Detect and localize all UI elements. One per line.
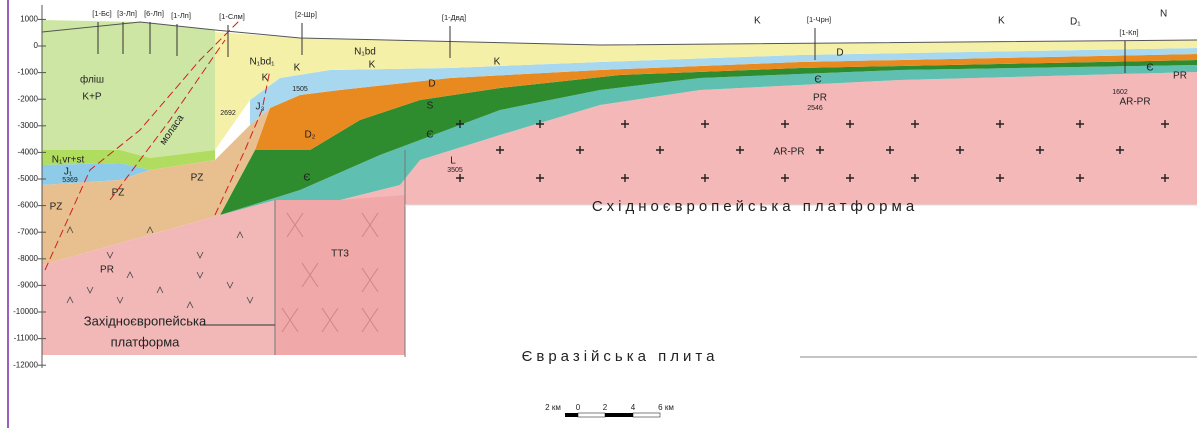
unit-label: D [836, 48, 843, 59]
well-label: [1-Двд] [442, 13, 466, 22]
unit-label: K+P [82, 92, 102, 103]
unit-label: D [428, 79, 435, 90]
well-label: [1-Слм] [219, 12, 245, 21]
depth-tick-label: -5000 [18, 174, 39, 183]
scale-label: 6 км [658, 403, 674, 412]
tt3-block [275, 195, 405, 355]
depth-tick-label: -3000 [18, 121, 39, 130]
depth-tick-label: -6000 [18, 201, 39, 210]
scale-segment [578, 413, 605, 417]
well-label: [6-Лп] [144, 9, 164, 18]
flysch [42, 20, 215, 158]
unit-label: K [494, 57, 501, 68]
surface-label: K [754, 16, 761, 27]
scale-label: 0 [576, 403, 581, 412]
unit-label: Є [814, 75, 821, 86]
unit-label: PZ [191, 173, 204, 184]
cross-section: 1000 0 -1000 -2000 -3000 -4000 -5000 -6000 -7000… [0, 0, 1201, 428]
well-label: [2-Шр] [295, 10, 317, 19]
scale-bar [565, 413, 660, 417]
unit-label: TT3 [331, 249, 349, 260]
well-label: [1-Лп] [171, 11, 191, 20]
scale-label: 4 [631, 403, 636, 412]
unit-label: J₃ [255, 102, 264, 113]
unit-label: AR-PR [1119, 97, 1150, 108]
unit-label: PZ [112, 188, 125, 199]
unit-label: Є [303, 173, 310, 184]
scale-label: 2 км [545, 403, 561, 412]
unit-label: PR [1173, 71, 1187, 82]
unit-label: 3505 [447, 167, 463, 174]
depth-tick-label: -9000 [18, 281, 39, 290]
unit-label: N₁bd [354, 47, 376, 58]
unit-label: фліш [80, 74, 104, 86]
unit-label: K [294, 63, 301, 74]
depth-tick-label: -8000 [18, 254, 39, 263]
unit-label: 1602 [1112, 89, 1128, 96]
depth-tick-label: -7000 [18, 227, 39, 236]
depth-tick-label: -4000 [18, 148, 39, 157]
unit-label: N₁vr+st [52, 155, 85, 166]
well-label: [1-Бс] [92, 9, 112, 18]
depth-tick-label: 1000 [20, 15, 38, 24]
scale-segment [565, 413, 578, 417]
unit-label: Є [426, 130, 433, 141]
depth-tick-label: -1000 [18, 68, 39, 77]
scale-segment [605, 413, 633, 417]
region-label: Східноєвропейська платформа [592, 198, 918, 215]
unit-label: L [450, 156, 456, 167]
unit-label: K [369, 60, 376, 71]
surface-label: K [998, 16, 1005, 27]
scale-label: 2 [603, 403, 608, 412]
unit-label: PZ [50, 202, 63, 213]
depth-tick-label: 0 [34, 41, 39, 50]
unit-label: PR [100, 265, 114, 276]
well-label: [3-Лп] [117, 9, 137, 18]
unit-label: 1505 [292, 86, 308, 93]
unit-label: N₁bd₁ [249, 57, 275, 68]
unit-label: 2546 [807, 105, 823, 112]
region-label: платформа [111, 334, 181, 349]
region-label: Євразійська плита [522, 348, 719, 365]
scale-segment [633, 413, 660, 417]
well-label: [1-Чрн] [807, 15, 831, 24]
well-label: [1-Кп] [1119, 28, 1138, 37]
unit-label: AR-PR [773, 147, 804, 158]
depth-tick-label: -11000 [14, 334, 39, 343]
unit-label: 2692 [220, 110, 236, 117]
region-label: Західноєвропейська [84, 313, 207, 328]
unit-label: Є [1146, 63, 1153, 74]
surface-label: N [1160, 9, 1167, 20]
depth-tick-label: -10000 [13, 307, 38, 316]
surface-label: D₁ [1070, 17, 1081, 28]
depth-tick-label: -2000 [18, 94, 39, 103]
unit-label: PR [813, 93, 827, 104]
unit-label: D₂ [304, 130, 315, 141]
unit-label: S [427, 101, 434, 112]
depth-tick-label: -12000 [13, 360, 38, 369]
unit-label: 5369 [62, 177, 78, 184]
unit-label: K [262, 73, 269, 84]
